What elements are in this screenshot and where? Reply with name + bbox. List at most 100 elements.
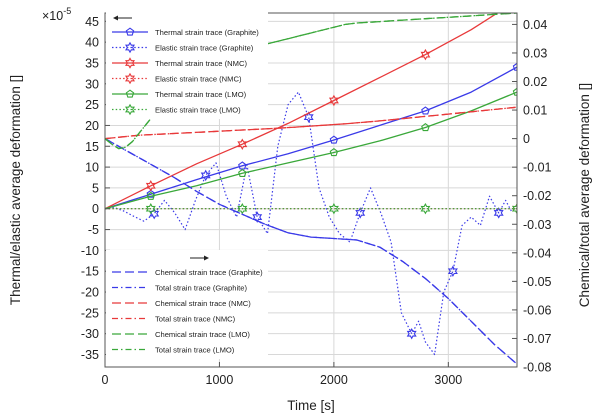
series-line (105, 91, 517, 210)
legend-entry-label: Total strain trace (Graphite) (155, 283, 247, 292)
legend-entry-elastic-strain-trace-nmc: Elastic strain trace (NMC) (112, 72, 242, 85)
legend-entry-elastic-strain-trace-lmo: Elastic strain trace (LMO) (112, 103, 241, 116)
legend-entry-thermal-strain-trace-lmo: Thermal strain trace (LMO) (112, 89, 247, 99)
legend-entry-label: Chemical strain trace (Graphite) (155, 268, 263, 277)
x-tick-label: 1000 (206, 373, 234, 387)
legend-swatch-marker (125, 72, 135, 85)
axes: 0 1000 2000 3000 45 40 35 30 25 20 15 10 5 0 -5 -10 -15 -… (81, 15, 552, 387)
plot-frame (104, 12, 518, 368)
data-point-marker (421, 123, 430, 132)
data-point-marker (238, 168, 247, 177)
y-left-tick-label: -20 (81, 286, 99, 300)
data-point-marker (493, 207, 504, 219)
y-left-tick-label: -10 (81, 244, 99, 258)
legend-axis-arrowhead (204, 255, 209, 261)
data-point-marker (328, 94, 339, 107)
legend-entry-total-strain-trace-graphite: Total strain trace (Graphite) (112, 283, 247, 292)
y-right-tick-label: -0.01 (523, 161, 552, 175)
legend-entry-label: Chemical strain trace (LMO) (155, 330, 250, 339)
legend-axis-arrowhead (113, 15, 118, 21)
legend-entry-label: Thermal strain trace (Graphite) (155, 28, 259, 37)
legend-swatch-marker (125, 27, 135, 36)
y-left-tick-label: 10 (85, 161, 99, 175)
legend-entry-label: Thermal strain trace (NMC) (155, 59, 247, 68)
x-tick-label: 2000 (320, 373, 348, 387)
y-left-tick-label: -5 (88, 223, 99, 237)
y-left-tick-label: 20 (85, 119, 99, 133)
data-point-marker (329, 148, 339, 157)
legend-swatch-marker (125, 89, 135, 98)
data-point-marker (146, 191, 156, 200)
y-right-tick-label: -0.06 (523, 303, 552, 317)
left-axis-exponent: ×10-5 (42, 6, 71, 23)
series-layer (105, 0, 521, 365)
data-point-marker (406, 327, 417, 340)
legend-thermal-elastic: Thermal strain trace (Graphite) Elastic s… (106, 10, 268, 119)
x-tick-label: 3000 (434, 373, 462, 387)
y-left-tick-label: -25 (81, 306, 99, 320)
series-total-strain-trace-graphite (105, 138, 517, 365)
y-left-tick-label: -15 (81, 265, 99, 279)
y-right-tick-label: -0.02 (523, 189, 552, 203)
data-point-marker (420, 48, 431, 61)
y-left-tick-label: 5 (92, 181, 99, 195)
data-point-marker (328, 202, 339, 215)
legend-entry-label: Total strain trace (LMO) (155, 345, 235, 354)
legend-entry-total-strain-trace-nmc: Total strain trace (NMC) (112, 314, 236, 323)
legend-entry-elastic-strain-trace-graphite: Elastic strain trace (Graphite) (112, 41, 254, 54)
x-tick-label: 0 (102, 373, 109, 387)
data-point-marker (329, 135, 339, 144)
y-right-tick-label: -0.03 (523, 218, 552, 232)
legend-entry-thermal-strain-trace-graphite: Thermal strain trace (Graphite) (112, 27, 259, 37)
legend-entry-label: Elastic strain trace (Graphite) (155, 43, 254, 52)
data-point-marker (512, 62, 517, 71)
y-right-tick-label: 0 (523, 132, 530, 146)
data-point-marker (512, 87, 517, 96)
y-left-tick-label: 25 (85, 98, 99, 112)
right-axis-title: Chemical/total average deformation [] (577, 83, 592, 307)
y-left-tick-label: -35 (81, 348, 99, 362)
exponent-base: ×10 (42, 9, 63, 23)
series-line (105, 138, 517, 365)
data-point-marker (513, 0, 521, 5)
y-left-tick-label: 30 (85, 77, 99, 91)
series-thermal-strain-trace-nmc (105, 0, 521, 210)
data-point-marker (237, 202, 248, 215)
series-line (105, 91, 513, 356)
data-point-marker (447, 265, 458, 277)
series-thermal-strain-trace-graphite (105, 62, 517, 210)
y-left-tick-label: 35 (85, 56, 99, 70)
data-point-marker (420, 202, 431, 215)
data-point-marker (145, 180, 156, 192)
y-left-tick-label: 45 (85, 15, 99, 29)
series-line (105, 13, 499, 210)
data-point-marker (252, 211, 263, 223)
legend-swatch-marker (125, 103, 135, 116)
y-right-tick-label: 0.01 (523, 104, 547, 118)
y-left-tick-label: 0 (92, 202, 99, 216)
legend-entry-label: Elastic strain trace (LMO) (155, 105, 241, 114)
legend-entry-chemical-strain-trace-graphite: Chemical strain trace (Graphite) (112, 268, 263, 277)
y-left-tick-label: 15 (85, 140, 99, 154)
series-elastic-strain-trace-lmo (105, 202, 517, 215)
data-point-marker (355, 207, 366, 219)
series-line (105, 106, 517, 140)
legend-entry-chemical-strain-trace-lmo: Chemical strain trace (LMO) (112, 330, 250, 339)
y-right-tick-label: -0.05 (523, 275, 552, 289)
legend-chemical-total: Chemical strain trace (Graphite) Total st… (106, 250, 268, 359)
legend-swatch-marker (125, 57, 135, 69)
legend-entry-label: Thermal strain trace (LMO) (155, 90, 247, 99)
legend-background (106, 250, 268, 359)
legend-entry-thermal-strain-trace-nmc: Thermal strain trace (NMC) (112, 57, 247, 69)
y-right-tick-label: 0.02 (523, 75, 547, 89)
legend-entry-chemical-strain-trace-nmc: Chemical strain trace (NMC) (112, 299, 251, 308)
y-right-tick-label: -0.07 (523, 332, 552, 346)
y-right-tick-label: 0.03 (523, 46, 547, 60)
legend-swatch-marker (125, 41, 135, 54)
x-axis-title: Time [s] (287, 398, 335, 413)
y-left-tick-label: -30 (81, 327, 99, 341)
data-point-marker (421, 106, 430, 115)
data-point-marker (237, 138, 248, 150)
y-left-tick-label: 40 (85, 36, 99, 50)
